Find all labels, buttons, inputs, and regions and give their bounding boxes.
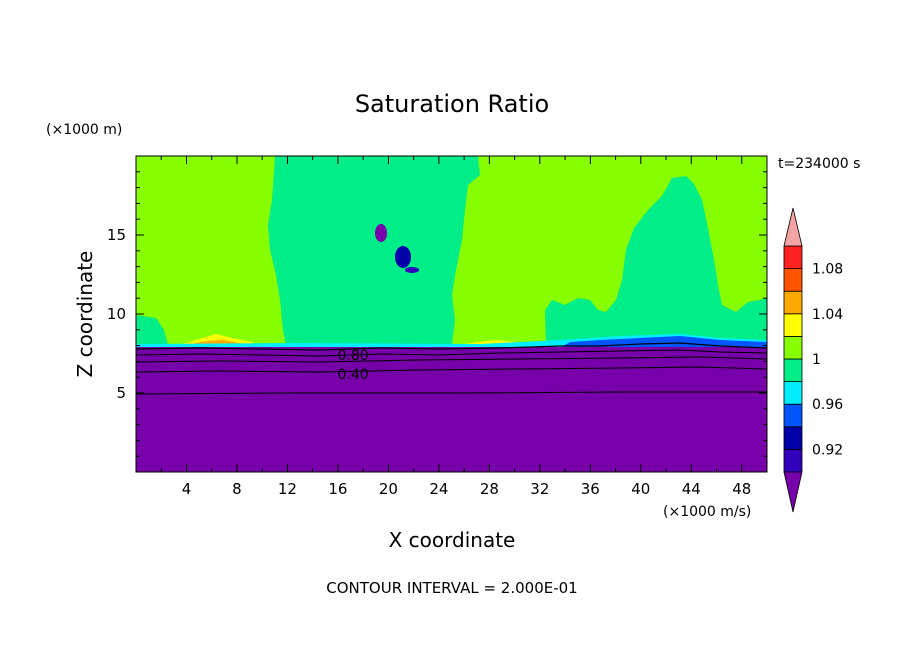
colorbar: 1.08 1.04 1 0.96 0.92: [783, 207, 843, 513]
y-unit-label: (×1000 m): [46, 122, 122, 138]
x-axis: 4 8 12 16 20 24 28 32 36 40 44 48: [160, 156, 751, 498]
contour-interval-footer: CONTOUR INTERVAL = 2.000E-01: [326, 579, 577, 597]
colorbar-label: 1.08: [812, 262, 843, 278]
colorbar-box: [783, 403, 803, 428]
contour-field: [136, 156, 767, 472]
contour-line-040: [136, 366, 767, 373]
field-blob-2: [395, 246, 411, 268]
contour-label: 0.40: [337, 367, 368, 383]
colorbar-label: 0.96: [812, 397, 843, 413]
y-tick-label: 5: [116, 384, 126, 402]
colorbar-label: 1: [812, 352, 821, 368]
colorbar-box: [783, 290, 803, 315]
colorbar-box: [783, 245, 803, 270]
x-tick-label: 32: [530, 480, 549, 498]
field-saturated-region-1: [268, 156, 480, 345]
x-tick-label: 28: [480, 480, 499, 498]
colorbar-box: [783, 381, 803, 405]
x-unit-label: (×1000 m/s): [663, 504, 751, 520]
field-dry-layer: [136, 347, 767, 472]
field-saturated-left-edge: [136, 315, 168, 345]
field-saturated-region-2: [545, 176, 767, 345]
colorbar-high-arrow: [783, 207, 803, 247]
colorbar-box: [783, 358, 803, 383]
contour-line-080: [136, 349, 767, 357]
colorbar-low-arrow: [783, 471, 803, 513]
x-axis-label: X coordinate: [389, 528, 516, 552]
x-tick-label: 16: [328, 480, 347, 498]
x-tick-label: 44: [682, 480, 701, 498]
colorbar-box: [783, 313, 803, 337]
y-axis: 5 10 15: [107, 171, 767, 457]
chart-title: Saturation Ratio: [355, 90, 549, 118]
x-tick-label: 8: [232, 480, 242, 498]
field-blob-1: [375, 224, 387, 242]
x-tick-label: 4: [182, 480, 192, 498]
contour-line-060: [136, 356, 767, 363]
x-tick-label: 24: [429, 480, 448, 498]
colorbar-box: [783, 268, 803, 292]
colorbar-label: 1.04: [812, 307, 843, 323]
x-tick-label: 36: [581, 480, 600, 498]
colorbar-box: [783, 426, 803, 450]
x-tick-label: 48: [732, 480, 751, 498]
y-tick-label: 10: [107, 305, 126, 323]
field-high-spot-1: [178, 334, 256, 345]
x-tick-label: 40: [631, 480, 650, 498]
contour-labels: 0.80 0.40: [337, 348, 368, 383]
colorbar-box: [783, 448, 803, 473]
contour-label: 0.80: [337, 348, 368, 364]
contour-line-top: [136, 342, 767, 351]
y-tick-label: 15: [107, 226, 126, 244]
time-label: t=234000 s: [778, 156, 860, 172]
colorbar-label: 0.92: [812, 442, 843, 458]
field-blob-3: [405, 267, 419, 273]
x-tick-label: 12: [278, 480, 297, 498]
y-axis-label: Z coordinate: [73, 251, 97, 378]
colorbar-box: [783, 335, 803, 360]
contour-line-020: [136, 391, 767, 395]
x-tick-label: 20: [379, 480, 398, 498]
